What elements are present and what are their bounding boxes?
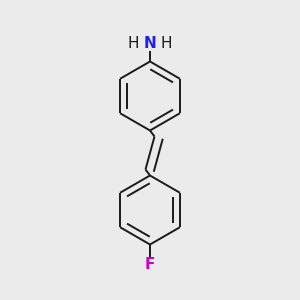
Text: F: F	[145, 257, 155, 272]
Text: H: H	[128, 36, 139, 51]
Text: N: N	[144, 36, 156, 51]
Text: H: H	[161, 36, 172, 51]
